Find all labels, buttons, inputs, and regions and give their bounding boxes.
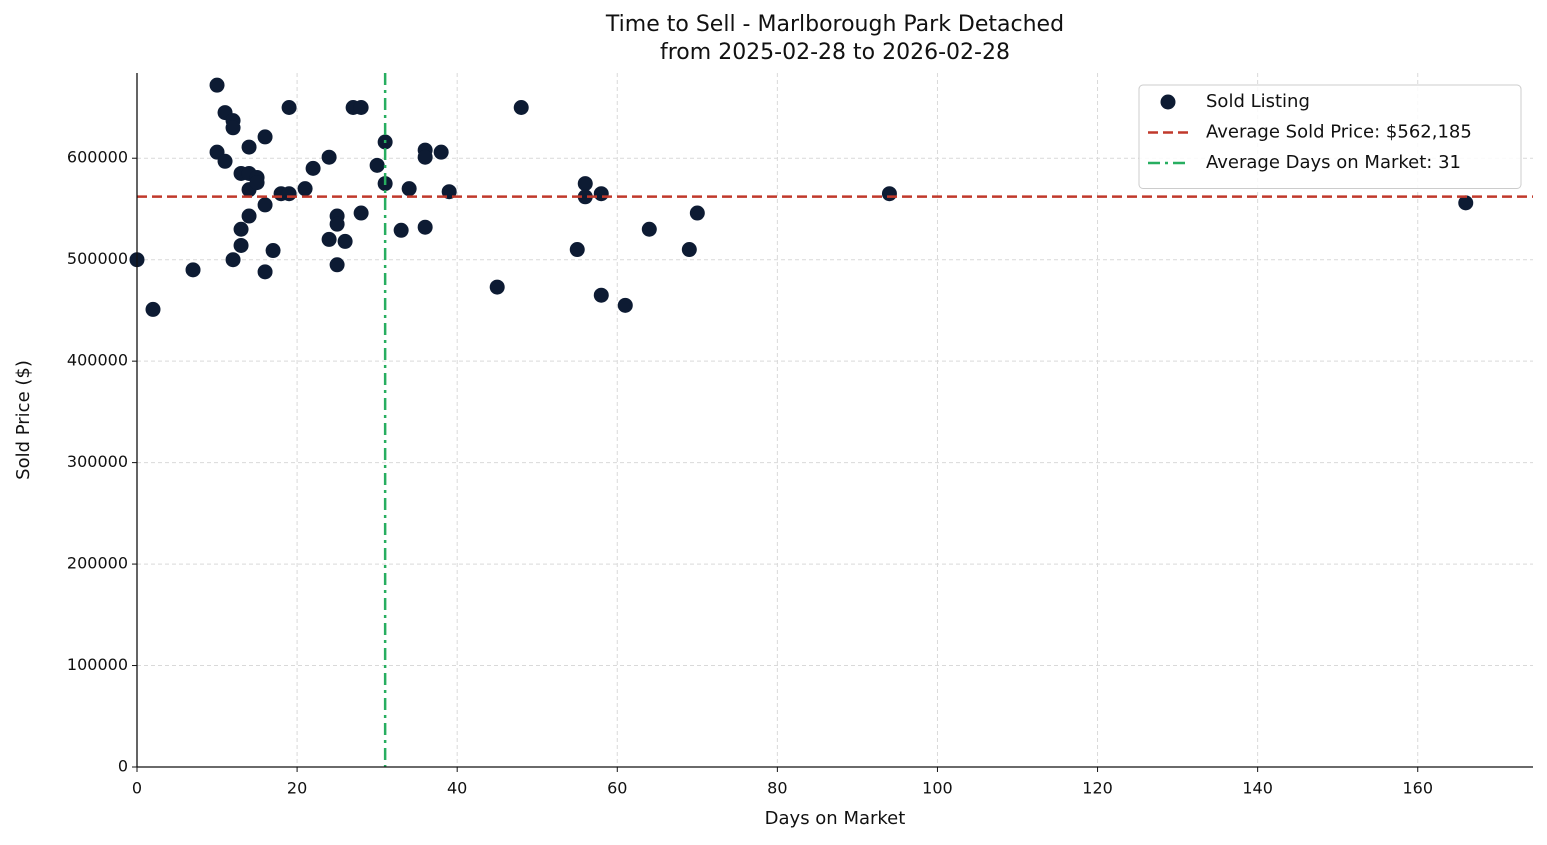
legend-marker: [1160, 94, 1176, 110]
point: [249, 175, 265, 191]
chart-title: Time to Sell - Marlborough Park Detached: [605, 12, 1064, 37]
x-tick-label: 80: [767, 779, 787, 798]
y-tick-label: 500000: [67, 249, 128, 268]
point: [641, 221, 657, 237]
legend: Sold Listing Average Sold Price: $562,185…: [1138, 84, 1522, 189]
point: [513, 99, 529, 115]
point: [489, 279, 505, 295]
point: [577, 176, 593, 192]
y-tick-label: 400000: [67, 351, 128, 370]
point: [401, 181, 417, 197]
point: [225, 252, 241, 268]
point: [417, 219, 433, 235]
point: [337, 233, 353, 249]
point: [369, 157, 385, 173]
point: [353, 99, 369, 115]
point: [329, 216, 345, 232]
point: [241, 208, 257, 224]
y-tick-label: 600000: [67, 148, 128, 167]
y-tick-label: 300000: [67, 452, 128, 471]
point: [689, 205, 705, 221]
point: [257, 129, 273, 145]
point: [281, 99, 297, 115]
point: [233, 221, 249, 237]
point: [593, 287, 609, 303]
point: [233, 237, 249, 253]
x-axis-label: Days on Market: [765, 808, 906, 829]
point: [281, 186, 297, 202]
point: [257, 197, 273, 213]
x-tick-label: 100: [922, 779, 953, 798]
point: [353, 205, 369, 221]
legend-box: [1138, 84, 1522, 189]
point: [321, 231, 337, 247]
point: [209, 77, 225, 93]
y-tick-label: 200000: [67, 554, 128, 573]
point: [1458, 195, 1474, 211]
point: [393, 222, 409, 238]
point: [417, 149, 433, 165]
point: [297, 181, 313, 197]
point: [681, 242, 697, 258]
y-tick-label: 0: [118, 757, 128, 776]
x-tick-label: 160: [1402, 779, 1433, 798]
point: [241, 139, 257, 155]
x-tick-label: 20: [287, 779, 307, 798]
x-tick-label: 0: [132, 779, 142, 798]
point: [185, 262, 201, 278]
point: [265, 243, 281, 259]
point: [305, 160, 321, 176]
point: [217, 153, 233, 169]
point: [577, 189, 593, 205]
legend-label: Average Days on Market: 31: [1206, 152, 1461, 173]
x-tick-label: 120: [1082, 779, 1113, 798]
point: [321, 149, 337, 165]
x-tick-label: 40: [447, 779, 467, 798]
point: [881, 186, 897, 202]
point: [593, 186, 609, 202]
point: [617, 297, 633, 313]
legend-label: Sold Listing: [1206, 91, 1310, 112]
point: [225, 120, 241, 136]
point: [145, 301, 161, 317]
y-tick-label: 100000: [67, 655, 128, 674]
x-tick-label: 140: [1242, 779, 1273, 798]
point: [569, 242, 585, 258]
x-tick-label: 60: [607, 779, 627, 798]
point: [329, 257, 345, 273]
chart-subtitle: from 2025-02-28 to 2026-02-28: [660, 40, 1010, 65]
y-axis-label: Sold Price ($): [13, 360, 34, 480]
legend-label: Average Sold Price: $562,185: [1206, 122, 1472, 143]
point: [257, 264, 273, 280]
point: [433, 144, 449, 160]
